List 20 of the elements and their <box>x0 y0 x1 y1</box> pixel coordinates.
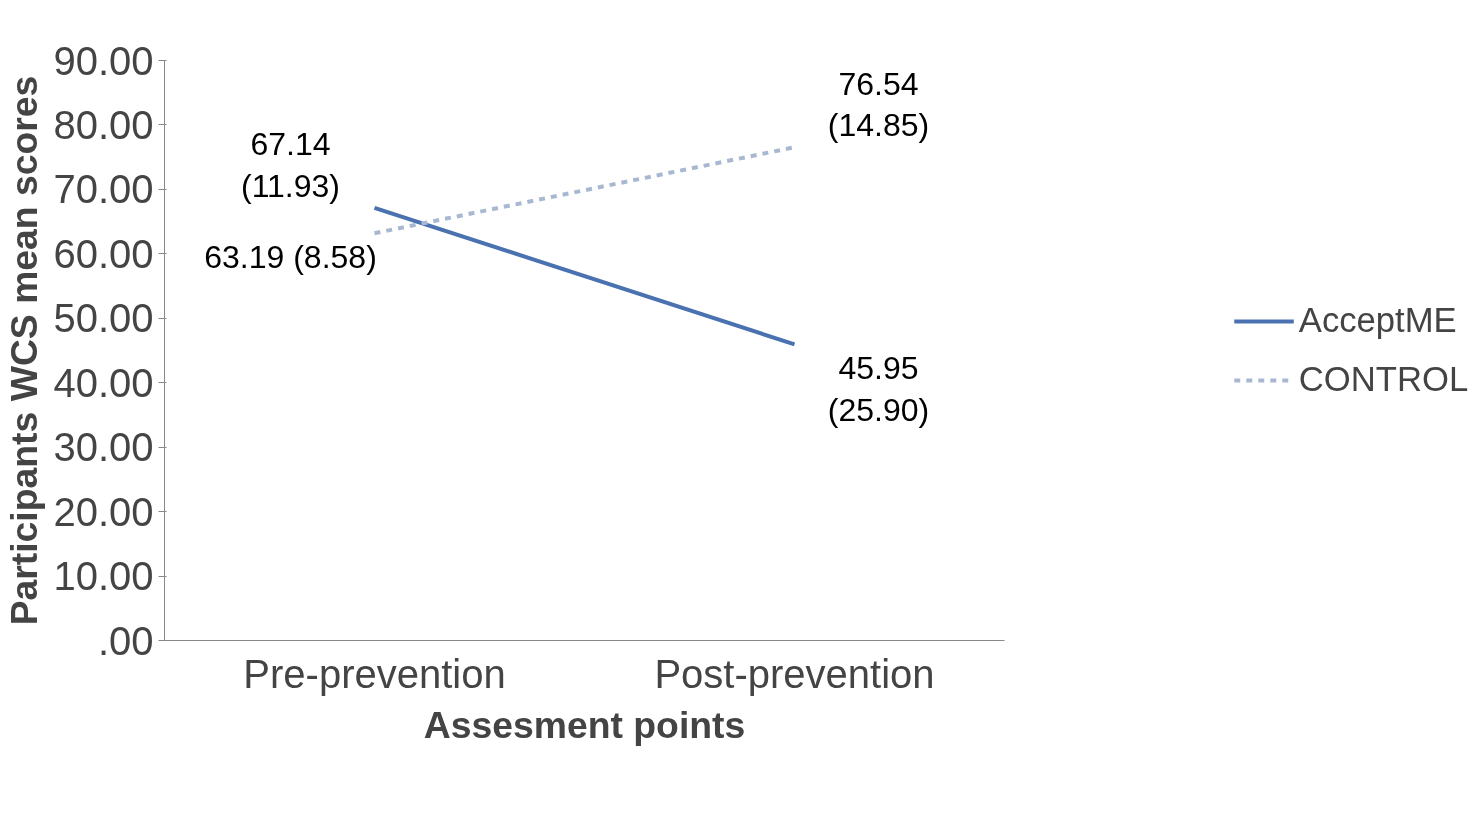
data-label: 63.19 (8.58) <box>204 239 377 276</box>
data-label: 76.54 (14.85) <box>827 65 930 144</box>
y-tick-label: 60.00 <box>53 231 154 276</box>
y-tick-label: 40.00 <box>53 360 154 405</box>
y-tick-label: 20.00 <box>53 489 154 534</box>
x-axis-title: Assesment points <box>423 703 746 746</box>
data-label: 45.95 (25.90) <box>827 350 930 428</box>
y-tick-label: 80.00 <box>53 102 154 147</box>
y-tick-label: 70.00 <box>53 167 154 212</box>
y-tick-label: 50.00 <box>53 296 154 341</box>
x-tick-label: Pre-prevention <box>243 651 506 696</box>
legend-label: CONTROL <box>1298 360 1469 399</box>
x-tick-label: Post-prevention <box>654 651 935 696</box>
y-axis-title: Participants WCS mean scores <box>3 75 46 626</box>
data-label: 67.14 (11.93) <box>240 126 341 204</box>
y-tick-label: .00 <box>97 618 154 663</box>
y-tick-label: 10.00 <box>53 554 154 599</box>
y-tick-label: 90.00 <box>53 38 154 83</box>
legend-label: AcceptME <box>1298 301 1457 340</box>
y-tick-label: 30.00 <box>53 425 154 470</box>
